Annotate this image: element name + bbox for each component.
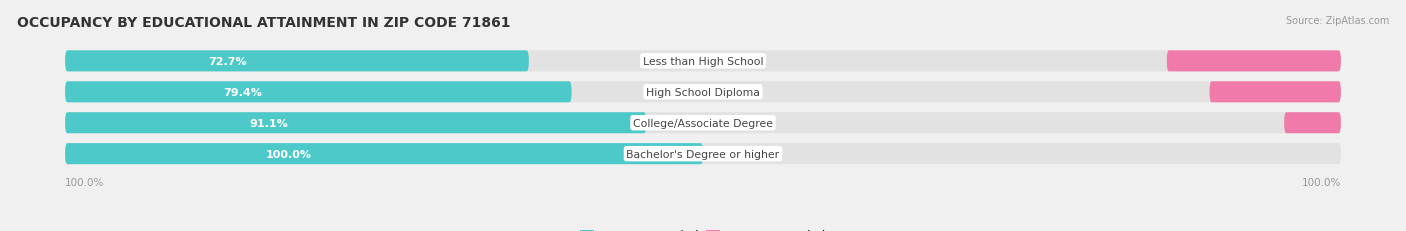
FancyBboxPatch shape <box>65 82 572 103</box>
Text: 72.7%: 72.7% <box>208 57 246 67</box>
FancyBboxPatch shape <box>65 82 1341 103</box>
Text: 100.0%: 100.0% <box>1302 177 1341 187</box>
Text: 79.4%: 79.4% <box>224 87 262 97</box>
Text: Bachelor's Degree or higher: Bachelor's Degree or higher <box>627 149 779 159</box>
FancyBboxPatch shape <box>65 51 1341 72</box>
Text: Source: ZipAtlas.com: Source: ZipAtlas.com <box>1285 16 1389 26</box>
FancyBboxPatch shape <box>65 143 703 164</box>
Text: 91.1%: 91.1% <box>249 118 288 128</box>
Text: 100.0%: 100.0% <box>266 149 311 159</box>
FancyBboxPatch shape <box>65 113 647 134</box>
FancyBboxPatch shape <box>1167 51 1341 72</box>
FancyBboxPatch shape <box>65 113 1341 134</box>
Text: 100.0%: 100.0% <box>65 177 104 187</box>
Text: OCCUPANCY BY EDUCATIONAL ATTAINMENT IN ZIP CODE 71861: OCCUPANCY BY EDUCATIONAL ATTAINMENT IN Z… <box>17 16 510 30</box>
FancyBboxPatch shape <box>65 143 1341 164</box>
FancyBboxPatch shape <box>1284 113 1341 134</box>
Text: Less than High School: Less than High School <box>643 57 763 67</box>
Text: College/Associate Degree: College/Associate Degree <box>633 118 773 128</box>
Legend: Owner-occupied, Renter-occupied: Owner-occupied, Renter-occupied <box>575 224 831 231</box>
Text: High School Diploma: High School Diploma <box>647 87 759 97</box>
FancyBboxPatch shape <box>65 51 529 72</box>
FancyBboxPatch shape <box>1209 82 1341 103</box>
